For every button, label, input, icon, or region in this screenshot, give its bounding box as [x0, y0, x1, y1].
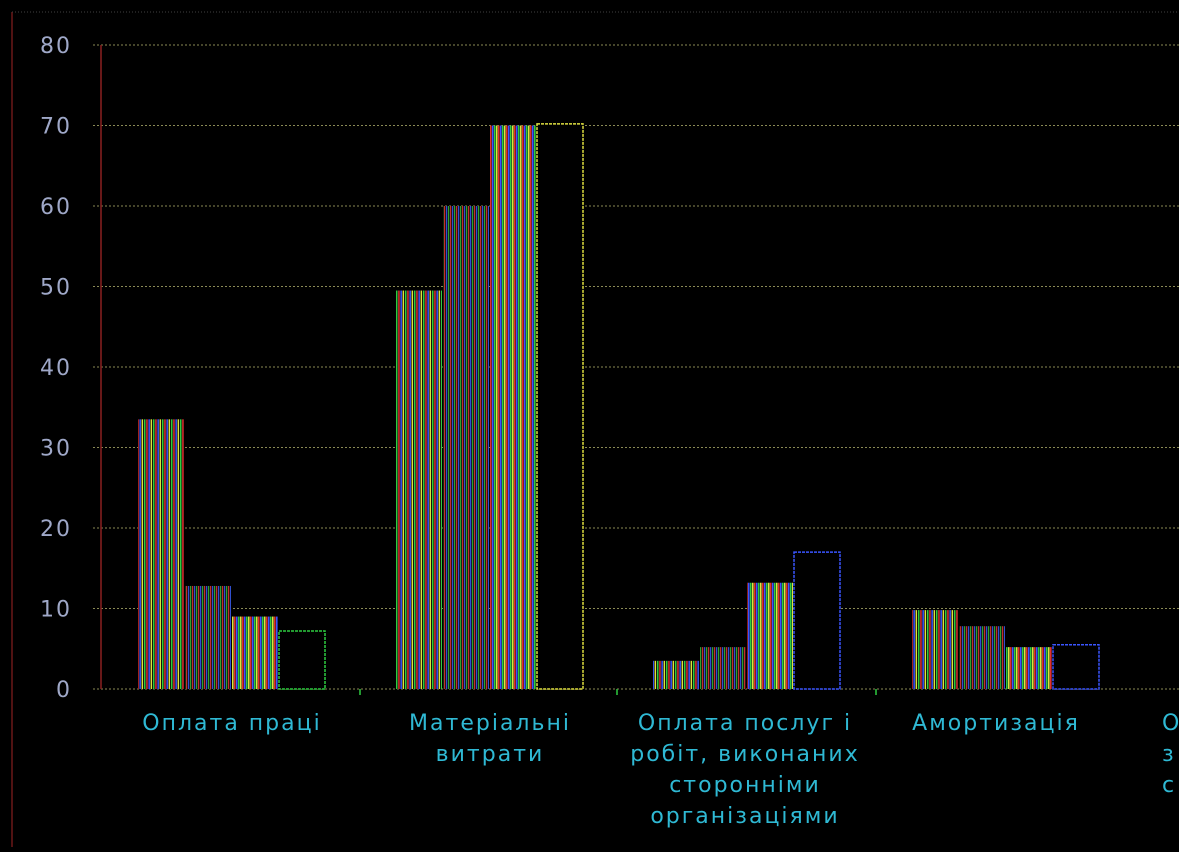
bar — [912, 610, 958, 689]
bar — [793, 551, 841, 690]
bar — [536, 123, 584, 690]
x-category-label: Матеріальні витрати — [409, 711, 571, 767]
axes — [11, 11, 1179, 847]
bar — [1052, 643, 1100, 690]
x-axis-category-labels: Оплата праці Матеріальні витрати Оплата пос… — [142, 711, 1179, 829]
bar — [747, 582, 793, 689]
y-tick-label: 70 — [40, 115, 72, 140]
bar — [959, 626, 1005, 689]
bar — [443, 206, 489, 689]
y-tick-label: 80 — [40, 34, 72, 59]
bar — [138, 419, 184, 689]
y-axis-tick-labels: 0 10 20 30 40 50 60 70 80 — [40, 34, 72, 703]
y-tick-label: 10 — [40, 598, 72, 623]
bar — [1006, 647, 1052, 689]
bar — [185, 585, 231, 689]
bar — [490, 125, 536, 689]
y-tick-label: 20 — [40, 517, 72, 542]
x-category-label: Оплата праці — [142, 711, 321, 736]
bar — [653, 660, 699, 689]
bar — [232, 616, 278, 689]
x-category-label: Оплата послуг і робіт, виконаних стороннім… — [630, 711, 859, 829]
y-tick-label: 0 — [56, 678, 72, 703]
x-category-label: Амортизація — [912, 711, 1080, 736]
x-category-label: Орзс — [1162, 711, 1179, 798]
bar — [278, 630, 326, 690]
bar — [700, 647, 746, 689]
grid-lines — [93, 44, 1179, 690]
y-tick-label: 50 — [40, 276, 72, 301]
y-tick-label: 60 — [40, 195, 72, 220]
y-tick-label: 40 — [40, 356, 72, 381]
y-tick-label: 30 — [40, 437, 72, 462]
bars — [138, 123, 1100, 695]
bar — [396, 290, 442, 689]
